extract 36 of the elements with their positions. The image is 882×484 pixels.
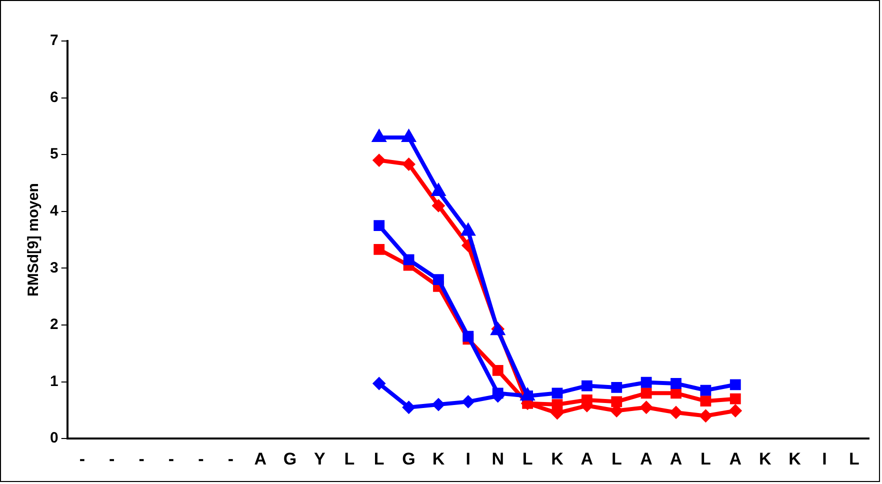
x-tick-label: L: [700, 449, 711, 468]
x-tick-label: -: [79, 449, 86, 468]
y-tick-label: 4: [50, 202, 59, 220]
x-tick-label: -: [228, 449, 234, 468]
x-tick-label: A: [729, 449, 742, 468]
y-tick-label: 0: [50, 430, 58, 447]
x-tick-label: A: [640, 449, 652, 468]
x-tick-label: L: [522, 449, 533, 468]
x-tick-label: K: [788, 449, 802, 468]
x-tick-label: I: [822, 449, 827, 468]
x-tick-label: K: [758, 449, 772, 468]
x-tick-label: L: [611, 449, 622, 468]
x-tick-label: -: [198, 449, 204, 468]
x-tick-label: K: [551, 449, 564, 468]
x-tick-label: G: [402, 449, 416, 468]
x-tick-label: N: [492, 449, 504, 468]
x-tick-label: L: [374, 449, 384, 468]
x-tick-label: A: [670, 449, 682, 468]
x-tick-label: K: [432, 449, 446, 468]
x-tick-label: L: [848, 449, 860, 468]
x-tick-label: G: [283, 449, 297, 468]
x-tick-label: -: [109, 449, 115, 468]
y-tick-label: 5: [50, 146, 58, 163]
y-tick-label: 1: [50, 372, 58, 390]
y-tick-label: 2: [50, 316, 58, 334]
x-tick-label: -: [138, 449, 144, 468]
x-tick-label: -: [168, 449, 174, 468]
y-tick-label: 6: [50, 88, 58, 106]
y-tick-label: 7: [50, 32, 58, 50]
y-tick-label: 3: [50, 259, 58, 276]
y-axis-title: RMSd[9] moyen: [25, 183, 42, 296]
x-tick-label: A: [254, 449, 266, 468]
x-tick-label: L: [344, 449, 355, 468]
x-tick-label: A: [580, 449, 594, 468]
x-tick-label: Y: [314, 449, 326, 468]
x-tick-label: I: [466, 449, 471, 468]
